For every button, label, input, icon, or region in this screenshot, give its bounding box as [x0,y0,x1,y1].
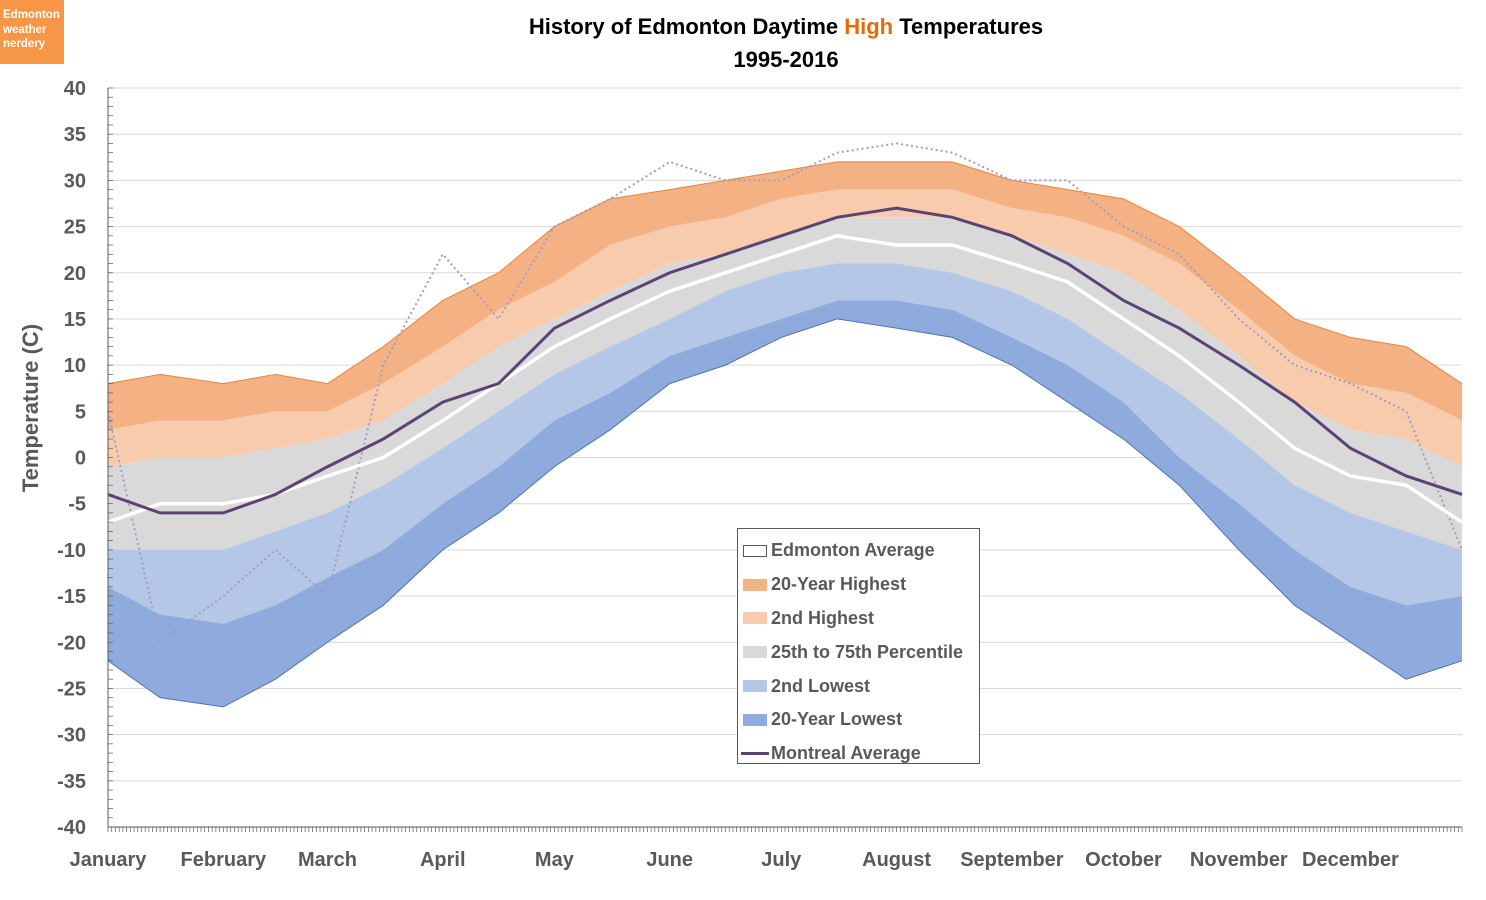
y-tick-label: 20 [64,263,86,285]
y-tick-label: 0 [75,448,86,470]
y-axis-label: Temperature (C) [18,324,43,492]
x-tick-label: January [70,849,148,871]
x-tick-label: March [298,849,357,871]
y-tick-label: -25 [57,678,86,700]
title-part: Temperatures [893,14,1044,39]
legend-label: 2nd Lowest [771,675,871,696]
legend-swatch [743,680,767,693]
legend-swatch [743,713,767,726]
y-tick-label: 5 [75,401,86,423]
x-tick-label: April [420,849,466,871]
band-20-year-lowest [108,300,1462,707]
legend-item: 20-Year Lowest [738,703,979,737]
legend-item: Montreal Average [738,737,979,771]
y-tick-label: 25 [64,217,86,239]
y-tick-label: -40 [57,817,86,839]
legend-item: 2nd Lowest [738,669,979,703]
band-2nd-highest [108,189,1462,467]
title-highlight: High [844,14,894,39]
axes: 40 35 30 25 20 15 10 5 0 -5 -10 -15 -20 -25 -30 -35 -40 J… [57,78,1463,871]
x-tick-label: May [535,849,575,871]
legend-item: 25th to 75th Percentile [738,635,979,669]
x-tick-label: September [960,849,1064,871]
chart-subtitle: 1995-2016 [733,47,839,72]
logo: Edmonton weather nerdery [0,0,64,64]
x-tick-label: December [1302,849,1399,871]
title-part: History of Edmonton Daytime [528,14,845,39]
x-tick-label: October [1085,849,1162,871]
y-tick-label: 30 [64,170,86,192]
lines [107,142,1463,708]
y-tick-label: 40 [64,78,86,100]
legend-label: 25th to 75th Percentile [771,641,964,662]
x-tick-label: August [862,849,931,871]
x-tick-label: February [181,849,267,871]
band-2nd-lowest [108,263,1462,624]
legend-swatch [741,752,769,756]
logo-line: nerdery [3,38,46,50]
y-tick-label: 35 [64,124,86,146]
y-tick-label: -10 [57,540,86,562]
line-20-year-lowest [107,318,1463,708]
x-tick-label: June [646,849,693,871]
line-montreal-average [107,206,1463,515]
line-edmonton-average [107,234,1463,524]
x-tick-label: July [761,849,802,871]
y-tick-label: -5 [68,494,86,516]
line-dotted-series [107,142,1463,644]
logo-line: Edmonton [3,9,60,21]
legend-item: 2nd Highest [738,602,979,636]
legend-item: 20-Year Highest [738,568,979,602]
legend-label: Edmonton Average [771,540,935,561]
legend: Edmonton Average 20-Year Highest 2nd Hig… [737,528,980,764]
logo-line: weather [3,23,47,36]
legend-label: 20-Year Highest [771,574,907,595]
y-tick-label: -35 [57,771,86,793]
legend-swatch [743,612,767,625]
legend-item: Edmonton Average [738,534,979,568]
chart-title: History of Edmonton Daytime High Tempera… [0,14,1486,40]
y-tick-label: -15 [57,586,86,608]
x-tick-label: November [1190,849,1288,871]
legend-swatch [743,544,767,557]
y-tick-label: 10 [64,355,86,377]
y-tick-label: -30 [57,725,86,747]
legend-label: 20-Year Lowest [771,709,903,730]
legend-swatch [743,646,767,659]
band-20-year-highest [108,161,1462,430]
y-tick-label: 15 [64,309,86,331]
legend-swatch [743,578,767,591]
legend-label: 2nd Highest [771,607,875,628]
line-20-year-highest [107,161,1463,385]
y-tick-label: -20 [57,632,86,654]
legend-label: Montreal Average [771,743,921,764]
